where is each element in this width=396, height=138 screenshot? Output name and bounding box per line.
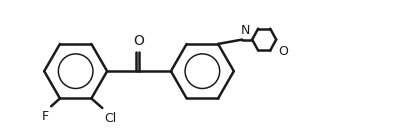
Text: O: O xyxy=(133,34,145,48)
Text: F: F xyxy=(42,110,49,123)
Text: N: N xyxy=(241,24,250,37)
Text: O: O xyxy=(278,45,288,58)
Text: Cl: Cl xyxy=(105,112,117,124)
